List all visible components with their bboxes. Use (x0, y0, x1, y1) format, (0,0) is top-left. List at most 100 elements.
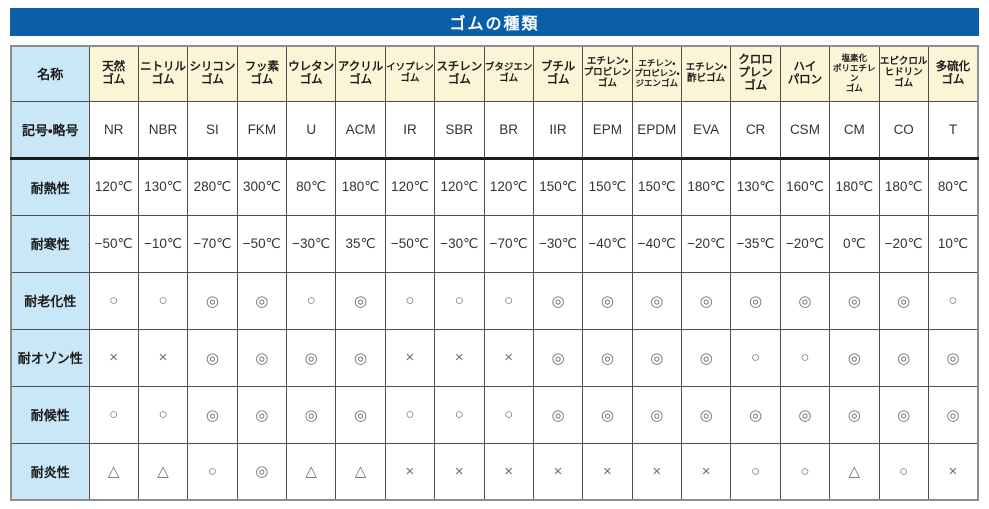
page-title: ゴムの種類 (449, 16, 540, 33)
table-cell: ◎ (927, 385, 979, 444)
title-bar: ゴムの種類 (10, 8, 979, 36)
table-cell: × (88, 328, 139, 387)
table-cell: FKM (236, 100, 288, 160)
table-cell: ◎ (187, 385, 238, 444)
table-cell: −10℃ (137, 214, 189, 273)
table-cell: 180℃ (680, 157, 732, 216)
column-header: ハイ パロン (779, 45, 831, 102)
table-cell: ○ (137, 385, 189, 444)
table-cell: EVA (680, 100, 732, 160)
table-cell: ○ (285, 271, 337, 330)
column-header: 天然 ゴム (88, 45, 139, 102)
column-header: エピクロル ヒドリン ゴム (878, 45, 929, 102)
row-label: 耐炎性 (10, 442, 90, 501)
table-cell: 180℃ (878, 157, 929, 216)
table-cell: ◎ (730, 385, 781, 444)
table-cell: ○ (434, 385, 485, 444)
table-cell: × (434, 442, 485, 501)
row-label: 耐老化性 (10, 271, 90, 330)
table-cell: ◎ (582, 385, 633, 444)
column-header: クロロ プレン ゴム (730, 45, 781, 102)
table-cell: △ (88, 442, 139, 501)
table-cell: ◎ (335, 328, 386, 387)
table-cell: × (434, 328, 485, 387)
row-label: 記号・略号 (10, 100, 90, 160)
table-cell: × (483, 328, 534, 387)
table-cell: 120℃ (384, 157, 436, 216)
table-cell: ◎ (236, 271, 288, 330)
table-cell: ○ (779, 442, 831, 501)
table-cell: ○ (88, 385, 139, 444)
table-cell: ◎ (878, 328, 929, 387)
table-cell: ◎ (236, 442, 288, 501)
column-header: 多硫化 ゴム (927, 45, 979, 102)
table-cell: −40℃ (631, 214, 683, 273)
table-cell: −30℃ (285, 214, 337, 273)
table-cell: BR (483, 100, 534, 160)
table-cell: × (384, 328, 436, 387)
column-header: ブタジエン ゴム (483, 45, 534, 102)
table-cell: ◎ (285, 385, 337, 444)
table-cell: −50℃ (384, 214, 436, 273)
table-cell: ◎ (680, 328, 732, 387)
table-cell: U (285, 100, 337, 160)
table-row: 耐候性 ○ ○ ◎ ◎ ◎ ◎ ○ ○ ○ ◎ ◎ ◎ ◎ ◎ ◎ ◎ ◎ ◎ (10, 385, 979, 444)
table-cell: ACM (335, 100, 386, 160)
table-cell: ◎ (680, 271, 732, 330)
table-cell: ◎ (829, 385, 880, 444)
table-cell: △ (335, 442, 386, 501)
table-row: 耐老化性 ○ ○ ◎ ◎ ○ ◎ ○ ○ ○ ◎ ◎ ◎ ◎ ◎ ◎ ◎ ◎ ○ (10, 271, 979, 330)
table-cell: 180℃ (829, 157, 880, 216)
table-cell: ◎ (236, 328, 288, 387)
table-cell: IR (384, 100, 436, 160)
table-cell: CM (829, 100, 880, 160)
column-header: イソプレン ゴム (384, 45, 436, 102)
table-cell: × (137, 328, 189, 387)
table-cell: 0℃ (829, 214, 880, 273)
row-label: 耐寒性 (10, 214, 90, 273)
header-row: 名称 天然 ゴム ニトリル ゴム シリコン ゴム フッ素 ゴム ウレタン ゴム アクリル ゴ… (10, 45, 979, 102)
table-head: 名称 天然 ゴム ニトリル ゴム シリコン ゴム フッ素 ゴム ウレタン ゴム アクリル ゴ… (10, 45, 979, 102)
table-body: 記号・略号 NR NBR SI FKM U ACM IR SBR BR IIR EPM EPDM EVA C… (10, 100, 979, 501)
table-cell: ◎ (335, 271, 386, 330)
column-header: フッ素 ゴム (236, 45, 288, 102)
table-row: 記号・略号 NR NBR SI FKM U ACM IR SBR BR IIR EPM EPDM EVA C… (10, 100, 979, 160)
table-cell: ◎ (532, 328, 584, 387)
table-cell: −70℃ (483, 214, 534, 273)
table-cell: ◎ (779, 271, 831, 330)
table-cell: ○ (137, 271, 189, 330)
table-cell: ◎ (532, 385, 584, 444)
table-cell: × (631, 442, 683, 501)
table-cell: 120℃ (88, 157, 139, 216)
table-cell: ◎ (285, 328, 337, 387)
table-cell: 150℃ (582, 157, 633, 216)
table-cell: ○ (878, 442, 929, 501)
table-cell: △ (829, 442, 880, 501)
table-cell: × (582, 442, 633, 501)
table-cell: 120℃ (434, 157, 485, 216)
table-cell: × (483, 442, 534, 501)
table-cell: NR (88, 100, 139, 160)
table-cell: ◎ (582, 328, 633, 387)
table-cell: NBR (137, 100, 189, 160)
column-header: アクリル ゴム (335, 45, 386, 102)
table-cell: △ (137, 442, 189, 501)
table-cell: ○ (730, 328, 781, 387)
table-cell: 180℃ (335, 157, 386, 216)
table-cell: × (680, 442, 732, 501)
table-cell: T (927, 100, 979, 160)
table-cell: ◎ (187, 328, 238, 387)
table-cell: ◎ (829, 328, 880, 387)
table-row: 耐熱性 120℃ 130℃ 280℃ 300℃ 80℃ 180℃ 120℃ 120℃ 120℃ 15… (10, 157, 979, 216)
table-cell: ○ (434, 271, 485, 330)
table-cell: −20℃ (878, 214, 929, 273)
table-cell: 10℃ (927, 214, 979, 273)
column-header: スチレン ゴム (434, 45, 485, 102)
table-cell: 160℃ (779, 157, 831, 216)
table-cell: ◎ (187, 271, 238, 330)
column-header: ブチル ゴム (532, 45, 584, 102)
table-cell: ○ (483, 271, 534, 330)
table-cell: −50℃ (88, 214, 139, 273)
row-label: 耐オゾン性 (10, 328, 90, 387)
